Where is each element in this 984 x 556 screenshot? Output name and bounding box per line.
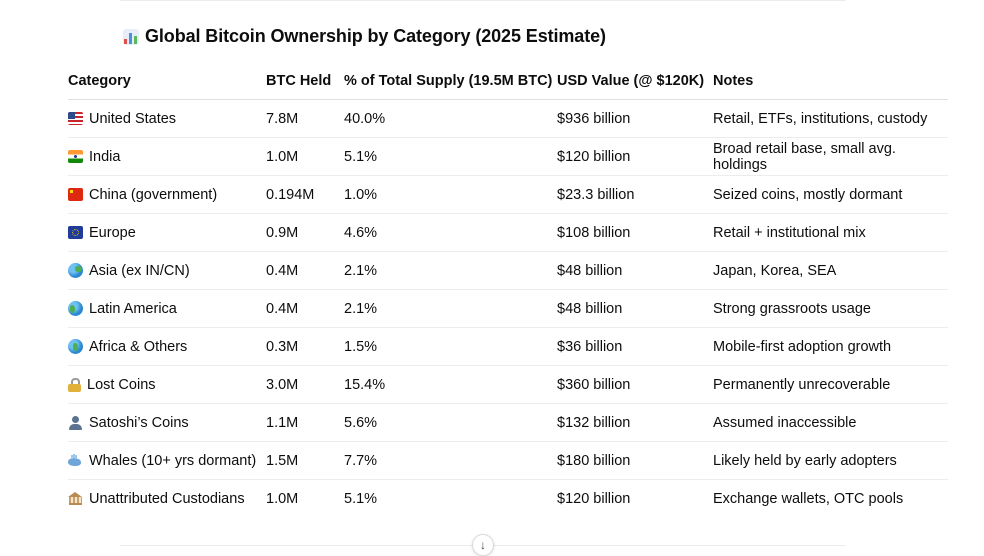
table-header-row: Category BTC Held % of Total Supply (19.… (68, 62, 948, 100)
btc-cell: 1.1M (266, 403, 344, 442)
whale-icon (68, 454, 83, 467)
scroll-down-button[interactable]: ↓ (472, 534, 494, 556)
pct-cell: 40.0% (344, 99, 557, 138)
btc-cell: 7.8M (266, 99, 344, 138)
india-flag-icon (68, 150, 83, 163)
category-cell: Whales (10+ yrs dormant) (89, 452, 257, 469)
table-row: Whales (10+ yrs dormant) 1.5M 7.7% $180 … (68, 441, 948, 480)
category-cell: United States (89, 110, 177, 127)
category-cell: Lost Coins (87, 376, 156, 393)
table-row: Asia (ex IN/CN) 0.4M 2.1% $48 billion Ja… (68, 251, 948, 290)
category-cell: Africa & Others (89, 338, 188, 355)
us-flag-icon (68, 112, 83, 125)
usd-cell: $120 billion (557, 490, 631, 507)
ownership-table: Category BTC Held % of Total Supply (19.… (68, 62, 948, 517)
usd-cell: $36 billion (557, 327, 713, 366)
notes-cell: Strong grassroots usage (713, 289, 948, 328)
notes-cell: Assumed inaccessible (713, 403, 948, 442)
notes-cell: Likely held by early adopters (713, 441, 948, 480)
header-notes: Notes (713, 62, 948, 100)
notes-cell: Permanently unrecoverable (713, 365, 948, 404)
header-category: Category (68, 62, 266, 100)
pct-cell: 5.6% (344, 403, 557, 442)
header-pct-supply: % of Total Supply (19.5M BTC) (344, 62, 557, 100)
globe-asia-icon (68, 263, 83, 278)
btc-cell: 1.0M (266, 490, 299, 507)
pct-cell: 15.4% (344, 365, 557, 404)
category-cell: Europe (89, 224, 136, 241)
btc-cell: 1.0M (266, 137, 344, 176)
table-row: Satoshi’s Coins 1.1M 5.6% $132 billion A… (68, 403, 948, 442)
page-title: Global Bitcoin Ownership by Category (20… (123, 26, 606, 47)
eu-flag-icon (68, 226, 83, 239)
china-flag-icon (68, 188, 83, 201)
page-title-text: Global Bitcoin Ownership by Category (20… (145, 26, 606, 46)
header-usd-value: USD Value (@ $120K) (557, 62, 713, 100)
btc-cell: 0.3M (266, 327, 344, 366)
usd-cell: $120 billion (557, 137, 713, 176)
lock-icon (68, 377, 81, 392)
table-row: Latin America 0.4M 2.1% $48 billion Stro… (68, 289, 948, 328)
pct-cell: 2.1% (344, 251, 557, 290)
usd-cell: $48 billion (557, 251, 713, 290)
usd-cell: $48 billion (557, 289, 713, 328)
btc-cell: 0.9M (266, 213, 344, 252)
bank-icon (68, 492, 83, 505)
category-cell: Latin America (89, 300, 177, 317)
btc-cell: 0.194M (266, 175, 344, 214)
arrow-down-icon: ↓ (480, 538, 486, 552)
category-cell: Satoshi’s Coins (89, 414, 189, 431)
usd-cell: $132 billion (557, 403, 713, 442)
notes-cell: Mobile-first adoption growth (713, 327, 948, 366)
notes-cell: Exchange wallets, OTC pools (713, 490, 904, 507)
usd-cell: $108 billion (557, 213, 713, 252)
top-divider (120, 0, 846, 1)
usd-cell: $360 billion (557, 365, 713, 404)
globe-africa-icon (68, 339, 83, 354)
category-cell: China (government) (89, 186, 218, 203)
pct-cell: 5.1% (344, 490, 378, 507)
table-row: China (government) 0.194M 1.0% $23.3 bil… (68, 175, 948, 214)
category-cell: India (89, 148, 121, 165)
notes-cell: Retail, ETFs, institutions, custody (713, 99, 948, 138)
usd-cell: $936 billion (557, 99, 713, 138)
header-btc-held: BTC Held (266, 62, 344, 100)
btc-cell: 3.0M (266, 365, 344, 404)
pct-cell: 4.6% (344, 213, 557, 252)
table-row: Lost Coins 3.0M 15.4% $360 billion Perma… (68, 365, 948, 404)
globe-americas-icon (68, 301, 83, 316)
table-row: Africa & Others 0.3M 1.5% $36 billion Mo… (68, 327, 948, 366)
category-cell: Asia (ex IN/CN) (89, 262, 190, 279)
usd-cell: $23.3 billion (557, 175, 713, 214)
table-row: Europe 0.9M 4.6% $108 billion Retail + i… (68, 213, 948, 252)
notes-cell: Broad retail base, small avg. holdings (713, 137, 948, 176)
btc-cell: 1.5M (266, 441, 344, 480)
pct-cell: 1.0% (344, 175, 557, 214)
notes-cell: Japan, Korea, SEA (713, 251, 948, 290)
bar-chart-icon (123, 28, 139, 45)
usd-cell: $180 billion (557, 441, 713, 480)
pct-cell: 1.5% (344, 327, 557, 366)
table-row: United States 7.8M 40.0% $936 billion Re… (68, 99, 948, 138)
pct-cell: 5.1% (344, 137, 557, 176)
notes-cell: Retail + institutional mix (713, 213, 948, 252)
btc-cell: 0.4M (266, 289, 344, 328)
table-row: Unattributed Custodians 1.0M 5.1% $120 b… (68, 480, 948, 518)
category-cell: Unattributed Custodians (89, 490, 245, 507)
btc-cell: 0.4M (266, 251, 344, 290)
pct-cell: 7.7% (344, 441, 557, 480)
table-row: India 1.0M 5.1% $120 billion Broad retai… (68, 137, 948, 176)
notes-cell: Seized coins, mostly dormant (713, 175, 948, 214)
pct-cell: 2.1% (344, 289, 557, 328)
person-icon (68, 416, 83, 430)
